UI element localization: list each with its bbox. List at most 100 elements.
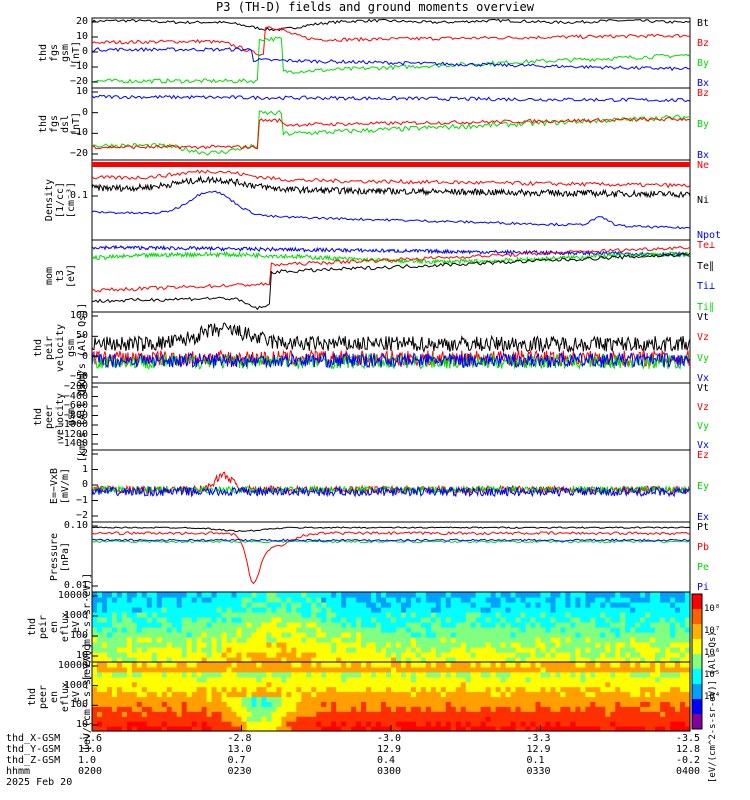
spectrogram-cell — [171, 662, 178, 668]
spectrogram-cell — [420, 637, 427, 643]
spectrogram-cell — [450, 681, 457, 688]
spectrogram-cell — [670, 632, 676, 638]
spectrogram-cell — [361, 701, 367, 707]
spectrogram-cell — [131, 652, 138, 658]
spectrogram-cell — [311, 632, 317, 638]
spectrogram-cell — [625, 637, 631, 643]
spectrogram-cell — [396, 716, 402, 722]
spectrogram-cell — [241, 711, 248, 717]
spectrogram-cell — [680, 706, 686, 712]
spectrogram-cell — [311, 637, 317, 643]
spectrogram-cell — [171, 622, 178, 628]
spectrogram-cell — [346, 637, 352, 643]
spectrogram-cell — [615, 662, 621, 668]
spectrogram-cell — [291, 627, 297, 633]
spectrogram-cell — [211, 671, 218, 678]
spectrogram-cell — [326, 592, 332, 598]
spectrogram-cell — [291, 676, 297, 683]
spectrogram-cell — [520, 617, 527, 623]
spectrogram-cell — [540, 627, 547, 633]
spectrogram-cell — [216, 726, 223, 732]
spectrogram-cell — [161, 602, 168, 608]
colorbar-tick-label: 10⁶ — [704, 648, 721, 658]
spectrogram-cell — [415, 612, 422, 618]
spectrogram-cell — [475, 617, 482, 623]
spectrogram-cell — [615, 706, 621, 712]
spectrogram-cell — [171, 652, 178, 658]
spectrogram-cell — [610, 686, 616, 693]
spectrogram-cell — [635, 622, 641, 628]
spectrogram-cell — [680, 696, 686, 702]
spectrogram-cell — [216, 617, 223, 623]
spectrogram-cell — [211, 597, 218, 603]
spectrogram-cell — [176, 691, 183, 698]
spectrogram-cell — [430, 637, 437, 643]
spectrogram-cell — [525, 657, 532, 663]
spectrogram-cell — [281, 691, 287, 698]
spectrogram-cell — [635, 652, 641, 658]
spectrogram-cell — [241, 681, 248, 688]
spectrogram-cell — [685, 652, 691, 658]
spectrogram-cell — [356, 686, 362, 693]
spectrogram-cell — [371, 642, 377, 648]
spectrogram-cell — [500, 637, 507, 643]
spectrogram-cell — [485, 602, 492, 608]
spectrogram-cell — [680, 686, 686, 693]
spectrogram-cell — [665, 652, 671, 658]
spectrogram-cell — [575, 671, 581, 678]
spectrogram-cell — [585, 602, 591, 608]
spectrogram-cell — [131, 602, 138, 608]
spectrogram-cell — [231, 597, 238, 603]
spectrogram-cell — [351, 662, 357, 668]
spectrogram-cell — [495, 696, 502, 702]
spectrogram-cell — [261, 627, 267, 633]
spectrogram-cell — [276, 627, 282, 633]
spectrogram-cell — [650, 691, 656, 698]
spectrogram-cell — [425, 657, 432, 663]
spectrogram-cell — [266, 627, 272, 633]
spectrogram-cell — [301, 726, 307, 732]
spectrogram-cell — [495, 647, 502, 653]
spectrogram-cell — [211, 662, 218, 668]
spectrogram-cell — [490, 676, 497, 683]
spectrogram-cell — [321, 726, 327, 732]
spectrogram-cell — [201, 627, 208, 633]
spectrogram-cell — [251, 716, 258, 722]
spectrogram-cell — [366, 612, 372, 618]
spectrogram-cell — [655, 681, 661, 688]
spectrogram-cell — [635, 647, 641, 653]
spectrogram-cell — [97, 657, 103, 663]
spectrogram-cell — [455, 691, 462, 698]
spectrogram-cell — [465, 696, 472, 702]
spectrogram-cell — [161, 607, 168, 613]
spectrogram-cell — [555, 681, 562, 688]
spectrogram-cell — [97, 676, 103, 683]
spectrogram-cell — [221, 642, 228, 648]
spectrogram-cell — [316, 627, 322, 633]
spectrogram-cell — [266, 597, 272, 603]
spectrogram-cell — [146, 721, 153, 727]
spectrogram-cell — [246, 711, 253, 717]
spectrogram-cell — [515, 602, 522, 608]
spectrogram-cell — [116, 721, 123, 727]
spectrogram-cell — [321, 681, 327, 688]
spectrogram-cell — [650, 671, 656, 678]
spectrogram-cell — [545, 721, 552, 727]
spectrogram-cell — [336, 592, 342, 598]
spectrogram-cell — [321, 696, 327, 702]
spectrogram-cell — [480, 666, 487, 673]
spectrogram-cell — [341, 666, 347, 673]
spectrogram-cell — [475, 652, 482, 658]
spectrogram-cell — [630, 612, 636, 618]
spectrogram-cell — [585, 706, 591, 712]
spectrogram-cell — [121, 652, 128, 658]
spectrogram-cell — [126, 632, 133, 638]
spectrogram-cell — [635, 607, 641, 613]
spectrogram-cell — [630, 592, 636, 598]
spectrogram-cell — [490, 597, 497, 603]
spectrogram-cell — [450, 622, 457, 628]
panel6-ytick: −1000 — [57, 419, 88, 430]
spectrogram-cell — [341, 681, 347, 688]
spectrogram-cell — [530, 716, 537, 722]
spectrogram-cell — [356, 607, 362, 613]
